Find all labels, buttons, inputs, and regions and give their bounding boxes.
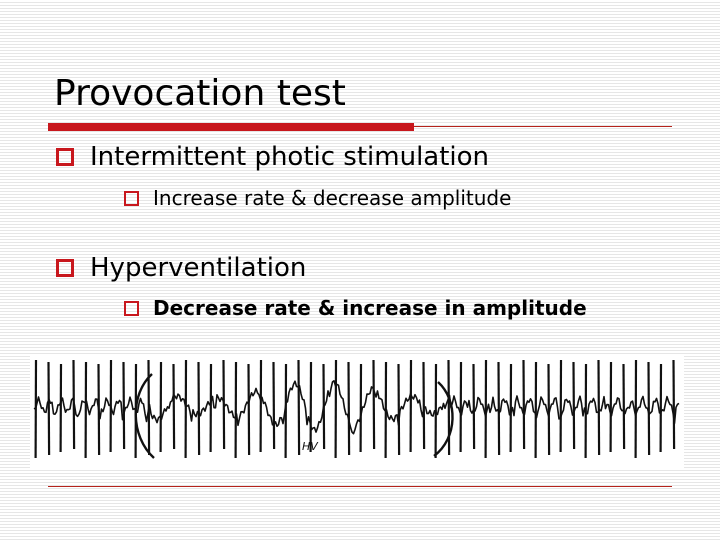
sub-bullet-text: Decrease rate & increase in amplitude xyxy=(153,296,587,320)
eeg-timing-mark xyxy=(47,361,51,456)
eeg-timing-mark xyxy=(172,363,176,450)
eeg-timing-mark xyxy=(447,359,451,456)
eeg-timing-mark xyxy=(197,361,201,456)
sub-bullet-hyperventilation-effect: Decrease rate & increase in amplitude xyxy=(124,296,587,320)
eeg-timing-mark xyxy=(622,363,626,450)
eeg-timing-mark xyxy=(247,363,251,456)
bottom-rule xyxy=(48,486,672,487)
title-underline-accent xyxy=(48,123,414,131)
eeg-timing-mark xyxy=(472,363,476,450)
eeg-waveform xyxy=(33,379,680,435)
bullet-hyperventilation: Hyperventilation xyxy=(56,253,306,283)
sub-bullet-text: Increase rate & decrease amplitude xyxy=(153,186,512,210)
eeg-timing-mark xyxy=(272,361,276,450)
eeg-timing-mark xyxy=(522,359,526,450)
bullet-photic-stimulation: Intermittent photic stimulation xyxy=(56,142,489,172)
hollow-square-bullet-icon xyxy=(124,300,139,316)
eeg-timing-mark xyxy=(647,361,651,456)
eeg-bracket-left xyxy=(134,373,155,459)
eeg-timing-mark xyxy=(122,361,126,450)
eeg-timing-mark xyxy=(547,363,551,456)
eeg-timing-mark xyxy=(397,363,401,456)
bullet-text: Hyperventilation xyxy=(90,253,307,283)
eeg-timing-mark xyxy=(497,361,501,456)
eeg-timing-mark xyxy=(297,359,301,456)
eeg-timing-mark xyxy=(422,361,426,450)
bullet-text: Intermittent photic stimulation xyxy=(90,142,490,172)
eeg-timing-mark xyxy=(372,359,376,450)
eeg-timing-mark xyxy=(347,361,351,456)
eeg-bracket-right xyxy=(433,381,454,457)
hollow-square-bullet-icon xyxy=(124,190,139,206)
eeg-timing-mark xyxy=(672,359,676,450)
eeg-timing-mark xyxy=(597,359,601,456)
hollow-square-bullet-icon xyxy=(56,148,74,166)
eeg-trace-figure: HV xyxy=(30,354,684,468)
slide-title: Provocation test xyxy=(54,73,346,114)
eeg-hv-marker: HV xyxy=(302,440,319,453)
hollow-square-bullet-icon xyxy=(56,259,74,277)
sub-bullet-photic-effect: Increase rate & decrease amplitude xyxy=(124,186,511,210)
eeg-timing-mark xyxy=(572,361,576,450)
